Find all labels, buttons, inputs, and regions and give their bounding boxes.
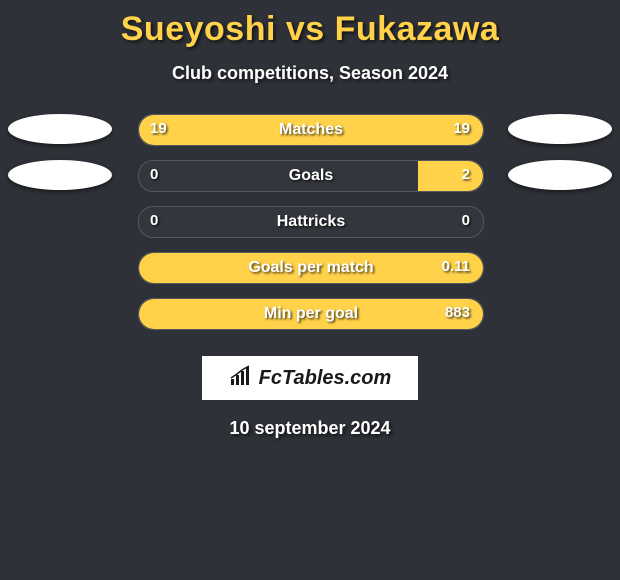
stat-bar-track: Goals	[138, 160, 484, 192]
stat-label: Hattricks	[139, 207, 483, 237]
stat-bar-track: Goals per match	[138, 252, 484, 284]
stat-row: Goals0 2	[0, 160, 620, 206]
stat-value-left: 0	[150, 160, 158, 190]
page-subtitle: Club competitions, Season 2024	[0, 63, 620, 84]
stat-value-right: 883	[445, 298, 470, 328]
stat-value-right: 2	[462, 160, 470, 190]
stat-label: Goals per match	[139, 253, 483, 283]
player-left-marker	[8, 114, 112, 144]
stat-label: Matches	[139, 115, 483, 145]
stat-bar-track: Hattricks	[138, 206, 484, 238]
comparison-infographic: Sueyoshi vs Fukazawa Club competitions, …	[0, 0, 620, 580]
stat-label: Min per goal	[139, 299, 483, 329]
stat-row: Min per goal883	[0, 298, 620, 344]
stat-row: Goals per match0.11	[0, 252, 620, 298]
stat-bar-track: Matches	[138, 114, 484, 146]
stat-bar-track: Min per goal	[138, 298, 484, 330]
stat-value-left: 19	[150, 114, 167, 144]
stat-value-right: 0	[462, 206, 470, 236]
stat-rows: Matches1919Goals02Hattricks00Goals per m…	[0, 114, 620, 344]
player-right-marker	[508, 160, 612, 190]
stat-label: Goals	[139, 161, 483, 191]
stat-value-left: 0	[150, 206, 158, 236]
player-right-marker	[508, 114, 612, 144]
stat-row: Matches19 19	[0, 114, 620, 160]
date-text: 10 september 2024	[0, 418, 620, 439]
brand-box[interactable]: FcTables.com	[202, 356, 418, 400]
stat-row: Hattricks0 0	[0, 206, 620, 252]
page-title: Sueyoshi vs Fukazawa	[0, 0, 620, 49]
stat-value-right: 19	[453, 114, 470, 144]
chart-icon	[229, 365, 253, 392]
player-left-marker	[8, 160, 112, 190]
brand-text: FcTables.com	[259, 367, 392, 390]
stat-value-right: 0.11	[442, 252, 470, 282]
